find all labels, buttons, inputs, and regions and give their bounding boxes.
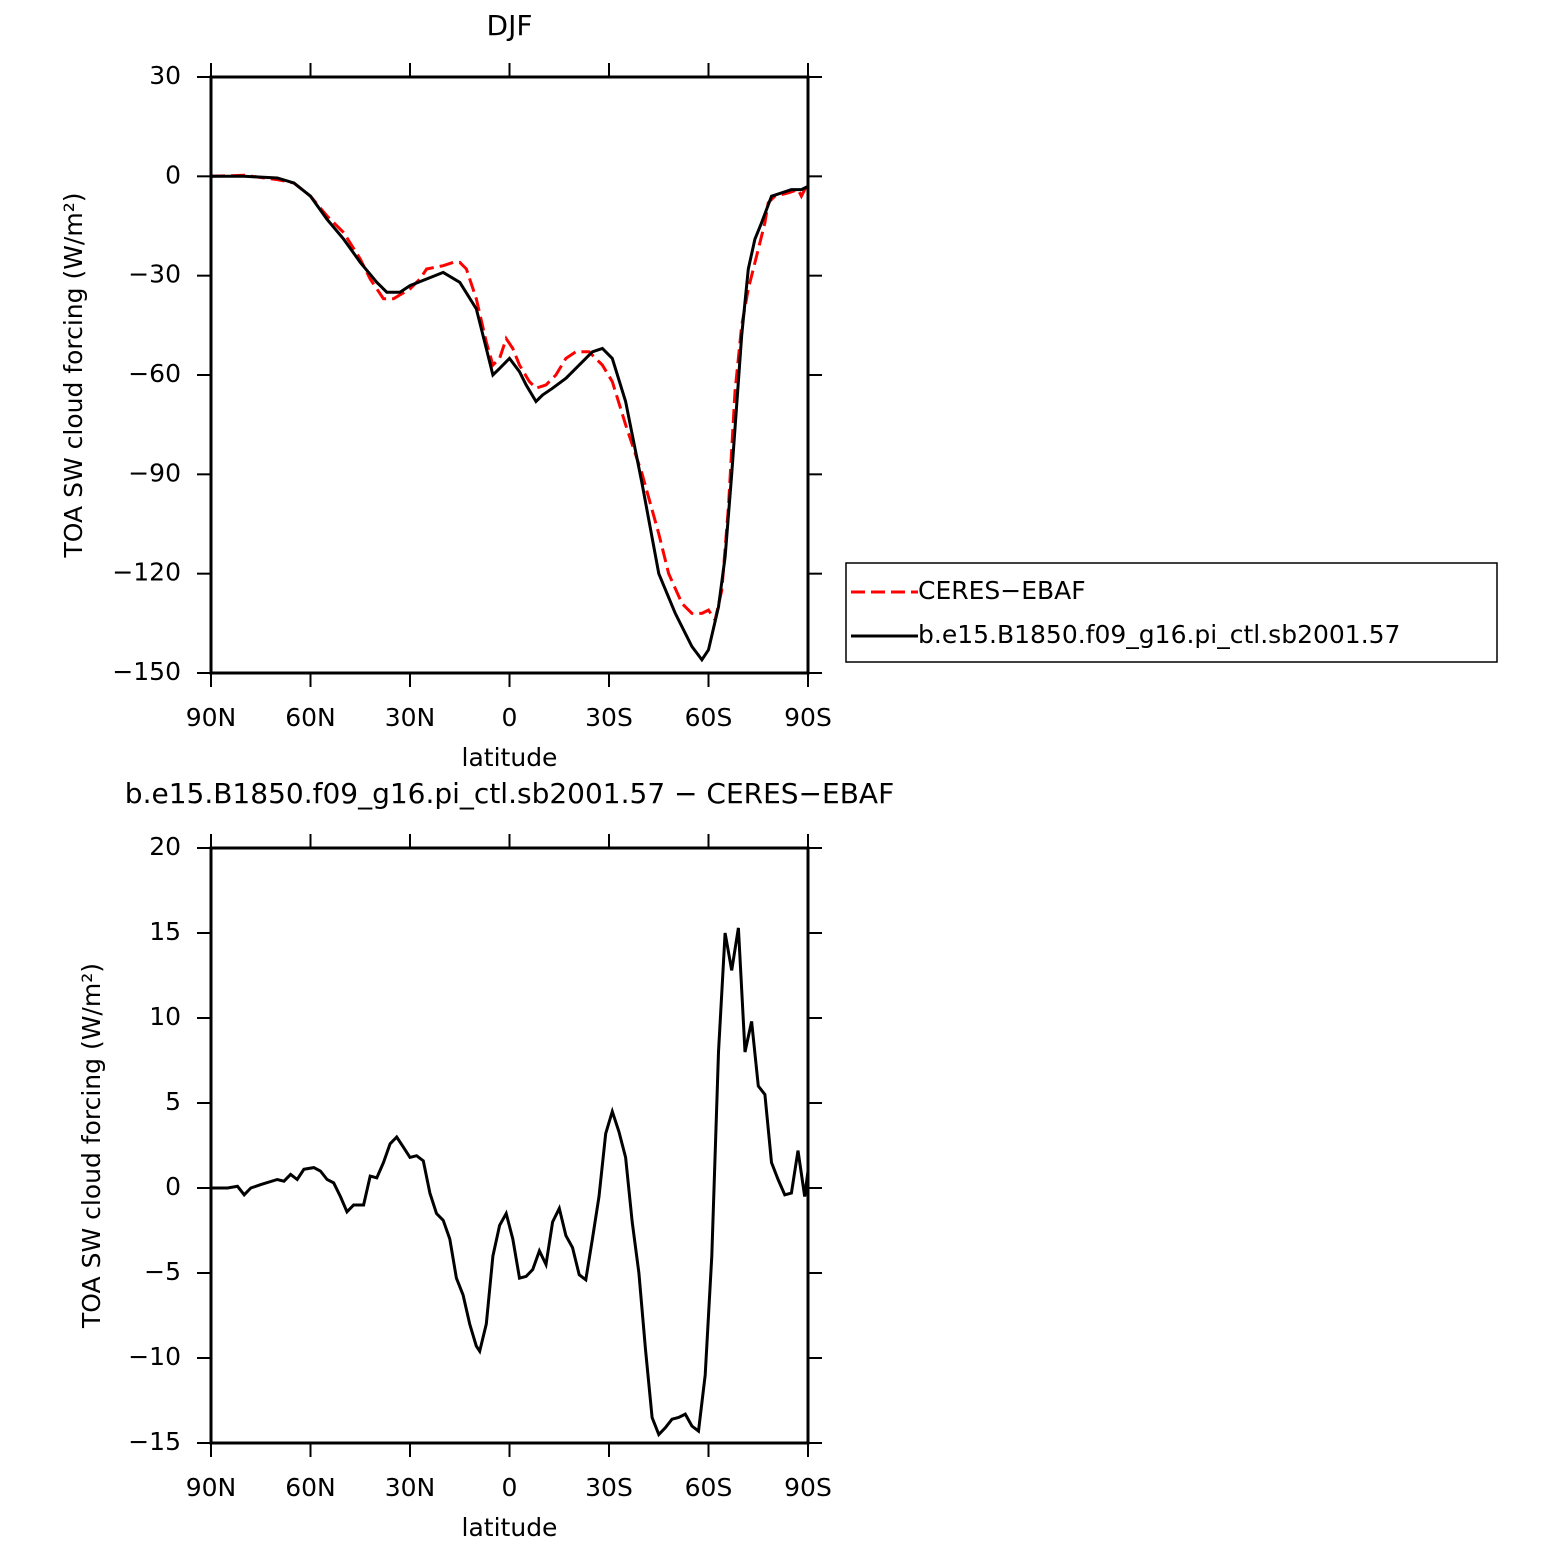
y-tick-label: 0 — [165, 160, 181, 189]
x-axis-label: latitude — [462, 743, 558, 772]
y-tick-label: −90 — [128, 458, 181, 487]
y-tick-label: −30 — [128, 260, 181, 289]
x-tick-label: 90S — [784, 1473, 832, 1502]
plot-frame — [209, 75, 810, 675]
data-line — [211, 927, 810, 1438]
x-tick-label: 30S — [585, 1473, 633, 1502]
y-tick-label: −15 — [128, 1427, 181, 1456]
x-tick-label: 90N — [186, 1473, 237, 1502]
chart-title: DJF — [487, 9, 533, 42]
x-tick-label: 0 — [502, 703, 518, 732]
x-tick-label: 30N — [385, 1473, 436, 1502]
y-tick-label: 0 — [165, 1172, 181, 1201]
x-tick-label: 0 — [502, 1473, 518, 1502]
y-tick-label: −60 — [128, 359, 181, 388]
y-axis-label: TOA SW cloud forcing (W/m²) — [59, 193, 88, 559]
y-tick-label: −10 — [128, 1342, 181, 1371]
y-tick-label: 20 — [149, 832, 181, 861]
y-tick-label: −150 — [112, 657, 181, 686]
y-tick-label: 15 — [149, 917, 181, 946]
x-tick-label: 60S — [685, 703, 733, 732]
data-line — [211, 174, 809, 663]
x-tick-label: 60N — [285, 1473, 336, 1502]
x-axis-label: latitude — [462, 1513, 558, 1542]
data-line — [210, 173, 810, 624]
y-tick-label: 5 — [165, 1087, 181, 1116]
x-tick-label: 60N — [285, 703, 336, 732]
chart-title: b.e15.B1850.f09_g16.pi_ctl.sb2001.57 − C… — [125, 777, 894, 810]
legend-label: b.e15.B1850.f09_g16.pi_ctl.sb2001.57 — [918, 620, 1400, 649]
legend-label: CERES−EBAF — [918, 576, 1086, 605]
plot-frame — [209, 846, 810, 1445]
x-tick-label: 30S — [585, 703, 633, 732]
x-tick-label: 90S — [784, 703, 832, 732]
x-tick-label: 90N — [186, 703, 237, 732]
y-tick-label: 10 — [149, 1002, 181, 1031]
legend-box — [845, 562, 1498, 663]
y-tick-label: −120 — [112, 558, 181, 587]
y-tick-label: −5 — [144, 1257, 181, 1286]
x-tick-label: 60S — [685, 1473, 733, 1502]
y-tick-label: 30 — [149, 61, 181, 90]
y-axis-label: TOA SW cloud forcing (W/m²) — [77, 963, 106, 1329]
x-tick-label: 30N — [385, 703, 436, 732]
